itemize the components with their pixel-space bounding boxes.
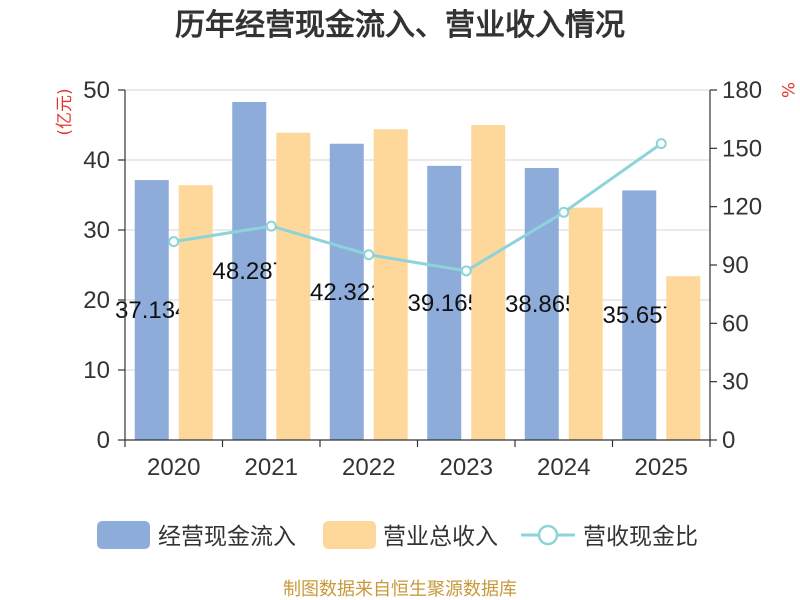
left-axis-title: (亿元): [55, 88, 75, 135]
cash-inflow-bar-2022: [329, 143, 364, 441]
cash-inflow-data-label-2025: 35.657: [603, 302, 676, 329]
x-tick-label-2025: 2025: [635, 454, 688, 481]
right-tick-label-90: 90: [722, 252, 749, 279]
chart-title: 历年经营现金流入、营业收入情况: [175, 8, 625, 43]
cash-inflow-data-label-2023: 39.165: [408, 290, 481, 317]
cash-inflow-bar-2024: [524, 167, 559, 440]
cash-inflow-data-label-2021: 48.287: [213, 258, 286, 285]
left-tick-label-50: 50: [83, 77, 110, 104]
legend-swatch-revenue: [323, 521, 376, 549]
cash-revenue-ratio-point-2025: [655, 138, 667, 150]
right-tick-label-150: 150: [722, 135, 762, 162]
left-tick-label-20: 20: [83, 287, 110, 314]
x-tick-label-2021: 2021: [245, 454, 298, 481]
cash-revenue-ratio-point-2021: [265, 220, 277, 232]
cash-inflow-bar-2021: [232, 101, 267, 440]
axes: [118, 89, 717, 447]
cash-revenue-ratio-point-2020: [168, 236, 180, 248]
cash-revenue-ratio-point-2024: [558, 206, 570, 218]
revenue-bars: [178, 125, 701, 440]
cash-inflow-data-label-2022: 42.321: [310, 279, 383, 306]
revenue-bar-2021: [276, 132, 311, 440]
x-tick-label-2024: 2024: [537, 454, 590, 481]
cash-inflow-bar-2023: [427, 165, 462, 440]
legend-marker-ratio: [537, 524, 559, 546]
legend-label-ratio: 营收现金比: [583, 524, 698, 550]
revenue-bar-2022: [373, 129, 408, 440]
revenue-bar-2025: [666, 276, 701, 440]
legend-label-revenue: 营业总收入: [383, 524, 498, 550]
legend-item-ratio[interactable]: 营收现金比: [521, 524, 698, 550]
cash-inflow-bar-2025: [622, 190, 657, 440]
legend: 经营现金流入 营业总收入 营收现金比: [97, 521, 698, 550]
cash-revenue-ratio-point-2023: [460, 265, 472, 277]
legend-item-revenue[interactable]: 营业总收入: [323, 521, 498, 550]
right-tick-label-180: 180: [722, 77, 762, 104]
left-tick-label-0: 0: [97, 427, 110, 454]
cash-inflow-bar-2020: [134, 180, 169, 440]
ratio-line-group: [173, 142, 663, 273]
cash-inflow-bars: [134, 101, 657, 441]
cash-inflow-data-labels: 37.134 48.287 42.321 39.165 38.865 35.657: [115, 258, 676, 329]
revenue-bar-2024: [568, 207, 603, 440]
x-tick-label-2022: 2022: [342, 454, 395, 481]
x-tick-label-2020: 2020: [147, 454, 200, 481]
cash-inflow-data-label-2024: 38.865: [505, 291, 578, 318]
cash-inflow-data-label-2020: 37.134: [115, 297, 188, 324]
revenue-bar-2023: [471, 125, 506, 440]
right-tick-label-120: 120: [722, 194, 762, 221]
legend-item-cash-inflow[interactable]: 经营现金流入: [97, 521, 296, 550]
right-tick-label-60: 60: [722, 310, 749, 337]
right-axis-title: %: [777, 82, 797, 98]
cash-revenue-ratio-point-2022: [363, 249, 375, 261]
left-tick-label-40: 40: [83, 147, 110, 174]
ratio-points: [168, 138, 667, 277]
tick-labels: 0 10 20 30 40 50 0 30 60 90 120 150 180 2020 2021 2022 2…: [83, 77, 762, 481]
left-tick-label-10: 10: [83, 357, 110, 384]
legend-label-cash-inflow: 经营现金流入: [158, 524, 296, 550]
x-tick-label-2023: 2023: [440, 454, 493, 481]
revenue-bar-2020: [178, 185, 213, 440]
left-tick-label-30: 30: [83, 217, 110, 244]
right-tick-label-30: 30: [722, 369, 749, 396]
gridlines: [125, 89, 710, 371]
cash-revenue-ratio-line: [173, 142, 663, 273]
right-tick-label-0: 0: [722, 427, 735, 454]
legend-swatch-cash-inflow: [97, 521, 150, 549]
source-footer: 制图数据来自恒生聚源数据库: [283, 579, 517, 600]
